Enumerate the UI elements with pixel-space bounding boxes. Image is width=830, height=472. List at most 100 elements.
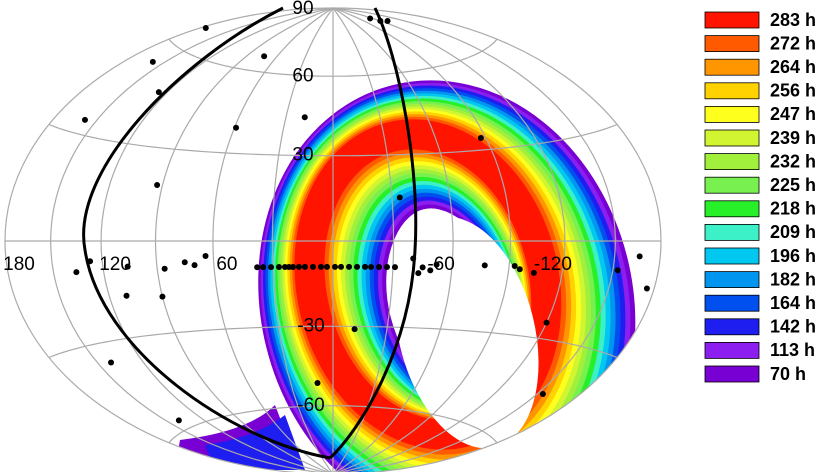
source-point [643,285,650,292]
legend-label: 232 h [770,151,816,171]
lon-label: 120 [99,254,131,275]
legend-swatch [704,176,760,194]
source-point [391,264,398,271]
legend-label: 209 h [770,222,816,242]
legend-label: 272 h [770,33,816,53]
legend: 283 h 272 h 264 h 256 h 247 h 239 h 232 h 225 h… [704,10,816,384]
source-point [123,292,130,299]
source-point [161,265,168,272]
exposure-hole [394,216,539,449]
meridian [271,7,334,472]
legend-label: 247 h [770,104,816,124]
meridian [100,7,334,472]
source-point [301,263,308,270]
source-point [323,263,330,270]
source-point [175,417,182,424]
source-point [384,264,391,271]
sources [73,15,650,424]
legend-swatch [704,318,760,336]
legend-swatch [704,223,760,241]
source-point [73,269,80,276]
legend-swatch [704,341,760,359]
source-point [410,255,417,262]
legend-swatch [704,247,760,265]
source-point [87,258,94,265]
meridian [332,7,454,472]
lat-label: 60 [292,65,313,86]
source-point [338,263,345,270]
legend-swatch [704,271,760,289]
source-point [384,17,391,24]
source-point [351,326,358,333]
lon-label: -120 [534,254,572,275]
source-point [149,58,156,65]
lat-label: 30 [292,145,313,166]
source-point [530,269,537,276]
legend-label: 182 h [770,269,816,289]
source-point [477,135,484,142]
meridian [212,7,334,472]
source-point [543,319,550,326]
source-point [295,263,302,270]
lat-label: 90 [292,0,313,19]
legend-label: 256 h [770,81,816,101]
source-point [309,263,316,270]
source-point [108,359,115,366]
legend-swatch [704,106,760,123]
source-point [301,114,308,121]
source-point [154,182,161,189]
source-point [396,194,403,201]
source-point [539,391,546,398]
source-point [261,53,268,60]
meridian [332,7,512,472]
source-point [427,267,434,274]
source-point [354,263,361,270]
source-point [376,263,383,270]
source-point [202,252,209,259]
legend-swatch [704,82,760,100]
meridian [332,7,566,472]
source-point [81,116,88,123]
source-point [516,266,523,273]
source-point [419,264,426,271]
source-point [275,264,282,271]
source-point [415,270,422,277]
legend-swatch [704,11,760,29]
legend-swatch [704,153,760,171]
legend-label: 239 h [770,128,816,148]
legend-label: 225 h [770,175,816,195]
source-point [332,263,339,270]
source-point [159,293,166,300]
legend-label: 113 h [770,340,815,360]
source-point [368,263,375,270]
legend-label: 70 h [770,364,806,384]
legend-swatch [704,200,760,218]
source-point [367,15,374,22]
source-point [377,17,384,24]
source-point [191,262,198,269]
source-point [362,263,369,270]
legend-label: 164 h [770,293,816,313]
source-point [254,264,261,271]
source-point [181,259,188,266]
source-point [636,253,643,260]
legend-swatch [704,294,760,312]
source-point [268,264,275,271]
graticule [4,7,662,472]
legend-label: 218 h [770,199,816,219]
source-point [155,89,162,96]
legend-label: 196 h [770,246,816,266]
legend-label: 264 h [770,57,816,77]
lon-label: 60 [216,254,237,275]
legend-swatch [704,129,760,147]
source-point [511,263,518,270]
source-point [314,379,321,386]
source-point [202,24,209,31]
lat-label: -30 [297,315,324,336]
plane-curve [328,7,418,460]
lon-label: -60 [427,254,454,275]
legend-swatch [704,58,760,76]
source-point [614,267,621,274]
legend-swatch [704,35,760,52]
lat-label: -60 [297,395,324,416]
